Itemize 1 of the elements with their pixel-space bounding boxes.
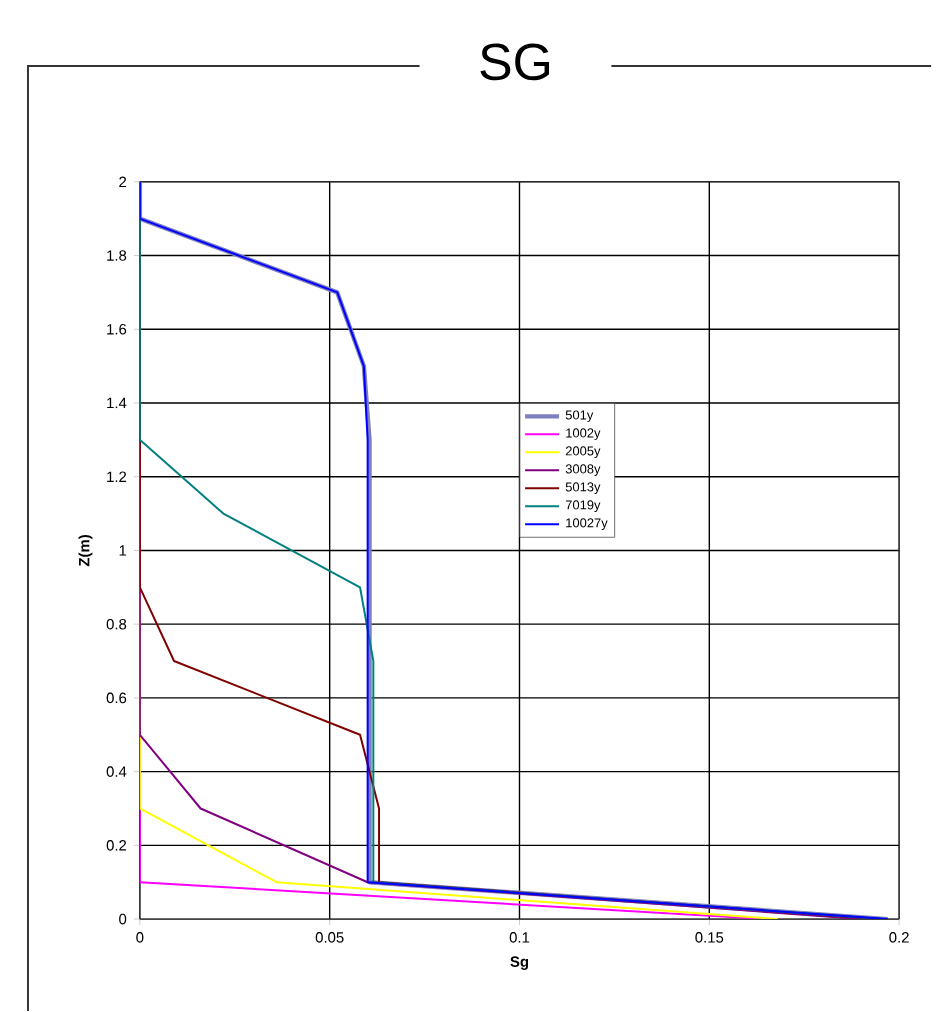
chart-title: SG [480, 43, 550, 81]
